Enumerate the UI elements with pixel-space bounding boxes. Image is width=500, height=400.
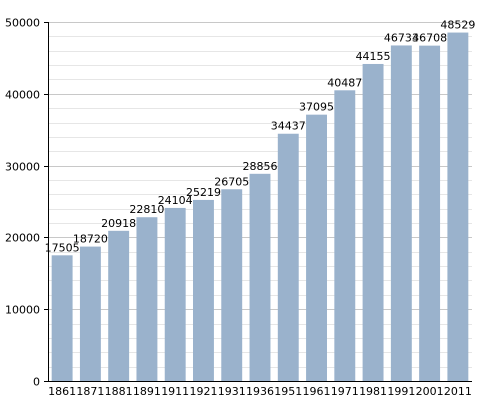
x-tick-labels: 1861 1871 1881 1891 1911 1921 1931 1936 1951 1961… — [48, 385, 472, 398]
y-tick-label: 40000 — [5, 89, 40, 102]
bar — [193, 199, 214, 381]
y-tick-label: 30000 — [5, 161, 40, 174]
data-label: 46708 — [412, 32, 447, 45]
bar — [447, 32, 469, 382]
y-tick-label: 0 — [33, 376, 40, 389]
data-label: 22810 — [129, 203, 164, 216]
x-tick-label: 1961 — [303, 385, 331, 398]
x-tick-label: 1871 — [76, 385, 104, 398]
data-label: 28856 — [243, 160, 278, 173]
x-tick-label: 2001 — [416, 385, 444, 398]
data-label: 20918 — [101, 217, 136, 230]
bar — [79, 246, 101, 381]
data-label: 46733 — [384, 31, 419, 44]
y-tick-label: 10000 — [5, 304, 40, 317]
data-label: 37095 — [299, 101, 334, 114]
data-label: 40487 — [327, 76, 362, 89]
axes — [44, 22, 472, 382]
bar — [136, 217, 158, 381]
bar — [277, 133, 299, 381]
bar — [51, 255, 73, 381]
x-tick-label: 1936 — [246, 385, 274, 398]
data-label: 24104 — [158, 194, 193, 207]
x-tick-label: 2011 — [444, 385, 472, 398]
bar — [306, 114, 327, 381]
y-tick-labels: 0 10000 20000 30000 40000 50000 — [5, 17, 40, 389]
x-tick-label: 1981 — [359, 385, 387, 398]
data-label: 48529 — [440, 19, 475, 32]
x-tick-label: 1931 — [218, 385, 246, 398]
data-label: 26705 — [214, 175, 249, 188]
bar — [362, 63, 384, 381]
x-tick-label: 1891 — [133, 385, 161, 398]
bar — [108, 230, 130, 381]
bar — [249, 173, 271, 381]
data-label: 44155 — [356, 50, 391, 63]
x-tick-label: 1921 — [189, 385, 217, 398]
data-label: 25219 — [186, 186, 221, 199]
bar — [164, 207, 186, 381]
bar — [419, 45, 441, 381]
data-label: 18720 — [73, 233, 108, 246]
x-tick-label: 1991 — [387, 385, 415, 398]
x-tick-label: 1861 — [48, 385, 76, 398]
y-tick-label: 20000 — [5, 232, 40, 245]
data-label: 17505 — [45, 241, 80, 254]
y-tick-label: 50000 — [5, 17, 40, 30]
x-tick-label: 1971 — [331, 385, 359, 398]
x-tick-label: 1881 — [105, 385, 133, 398]
bar — [390, 45, 412, 381]
bar — [334, 90, 356, 381]
x-tick-label: 1951 — [274, 385, 302, 398]
x-tick-label: 1911 — [161, 385, 189, 398]
bars — [51, 32, 469, 382]
bar — [221, 189, 243, 381]
data-label: 34437 — [271, 120, 306, 133]
